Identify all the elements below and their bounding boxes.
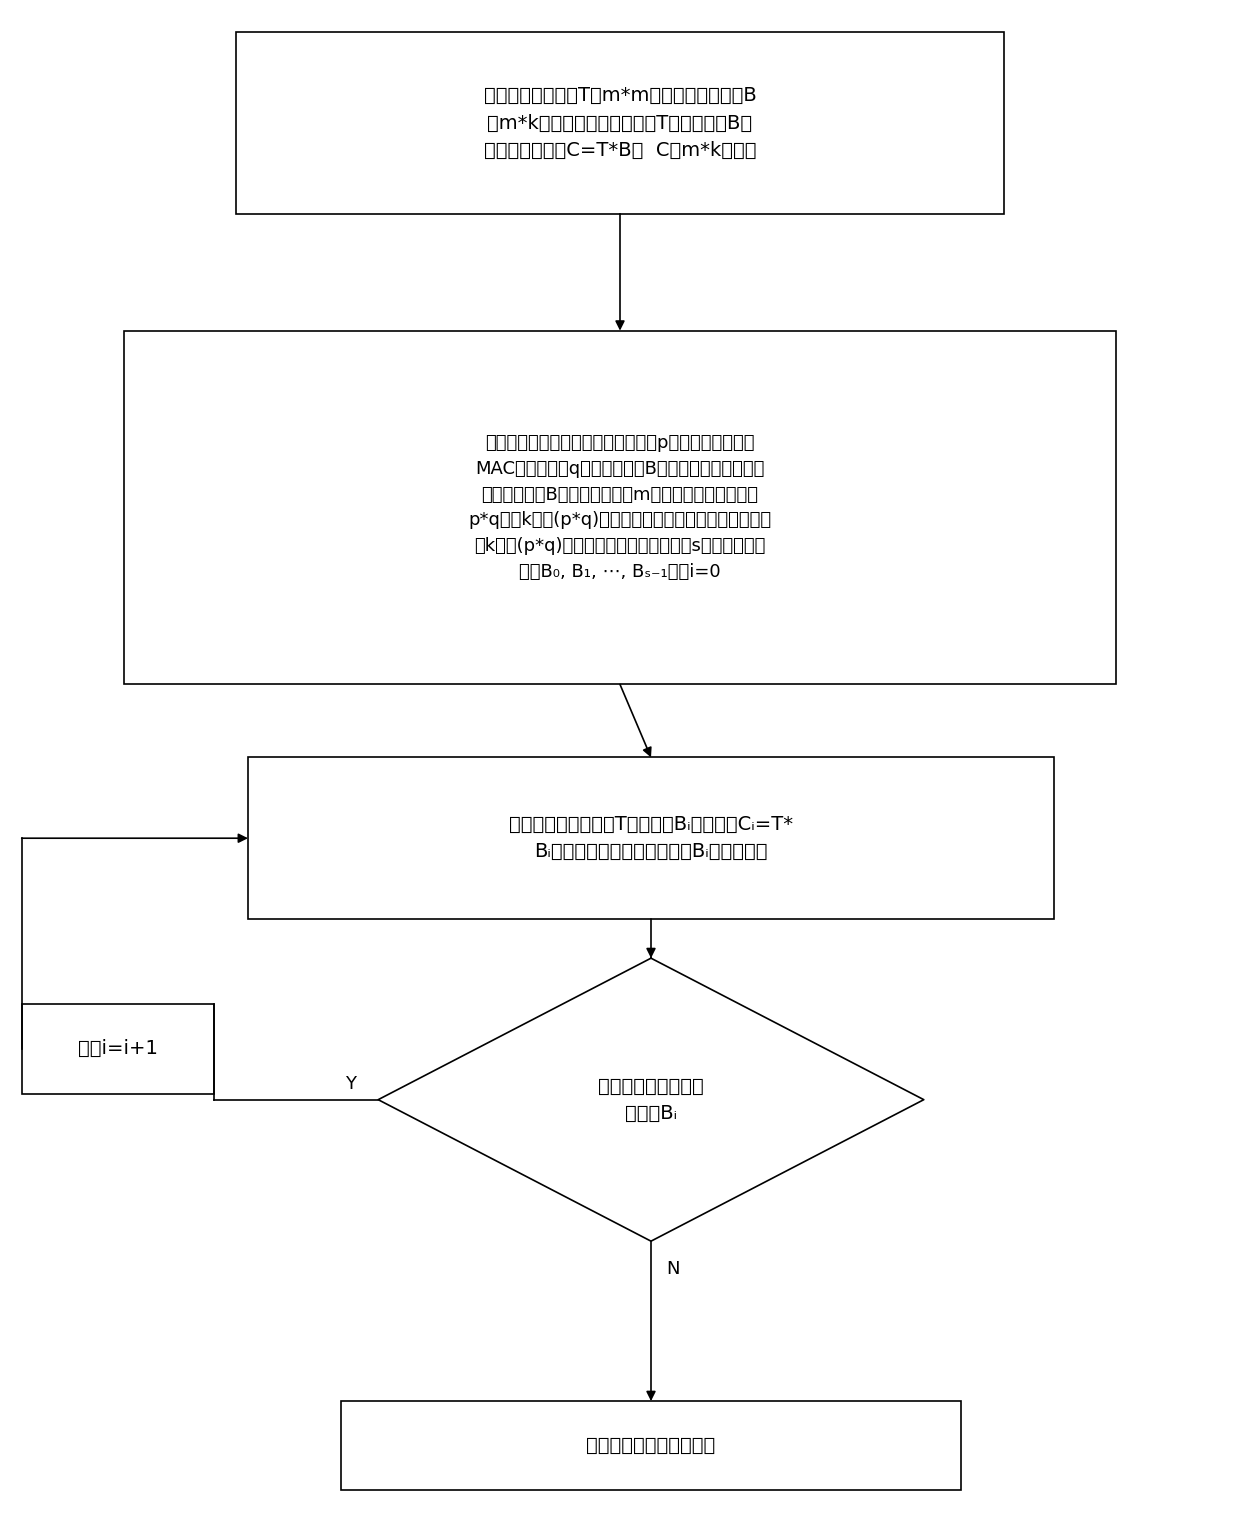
Text: 设被乘数三角矩阵T为m*m阶矩阵，乘数矩阵B
为m*k阶矩阵，计算三角矩阵T与乘数矩阵B的
乘法，结果矩阵C=T*B，  C为m*k阶矩阵: 设被乘数三角矩阵T为m*m阶矩阵，乘数矩阵B 为m*k阶矩阵，计算三角矩阵T与乘…: [484, 86, 756, 160]
Bar: [248, 757, 1054, 918]
Text: 三角矩阵乘法的计算完成: 三角矩阵乘法的计算完成: [587, 1436, 715, 1455]
Bar: [124, 331, 1116, 684]
Text: N: N: [667, 1260, 680, 1278]
Bar: [341, 1401, 961, 1490]
Text: 是否还有没有计算的
子矩阵Bᵢ: 是否还有没有计算的 子矩阵Bᵢ: [598, 1077, 704, 1123]
Bar: [22, 1004, 213, 1094]
Text: 更新i=i+1: 更新i=i+1: [78, 1040, 157, 1058]
Bar: [236, 32, 1004, 214]
Text: 计算被乘数三角矩阵T与子矩阵Bᵢ的乘法：Cᵢ=T*
Bᵢ，计算结果存储在原子矩阵Bᵢ的存储位置: 计算被乘数三角矩阵T与子矩阵Bᵢ的乘法：Cᵢ=T* Bᵢ，计算结果存储在原子矩阵…: [508, 815, 794, 861]
Text: Y: Y: [345, 1075, 356, 1094]
Text: 设向量处理器的向量处理单元个数为p，向量处理单元的
MAC部件个数为q。对乘数矩阵B按列划分为子矩阵，子
矩阵的行数与B矩阵一致，均为m，子矩阵的列数固定为
p: 设向量处理器的向量处理单元个数为p，向量处理单元的 MAC部件个数为q。对乘数矩…: [469, 434, 771, 581]
